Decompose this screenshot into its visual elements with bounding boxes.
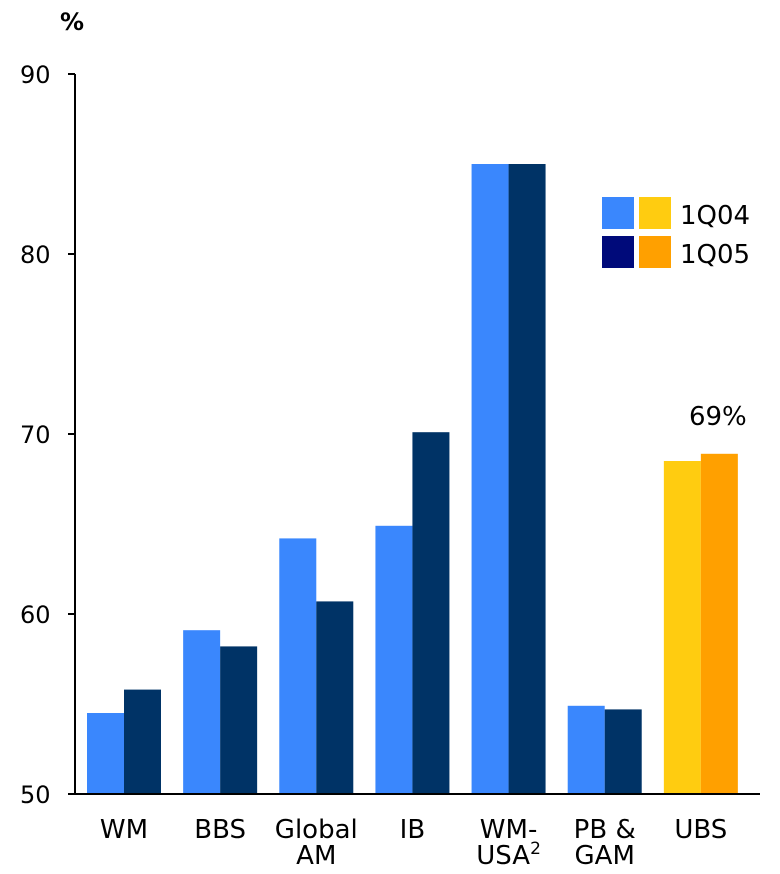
bar-1q04-0 [87,713,124,794]
bar-1q04-5 [567,705,605,794]
bar-1q05-4 [508,164,546,794]
legend: 1Q04 1Q05 [602,197,750,270]
bar-1q04-4 [471,164,509,794]
bar-1q04-3 [375,525,413,794]
legend-label-1q05: 1Q05 [680,240,750,270]
x-tick-label: PB & [574,815,636,845]
x-tick-label: WM- [480,815,538,845]
bar-1q05-6 [700,453,738,794]
legend-swatch-1q04 [602,197,634,229]
bar-1q05-5 [604,709,642,794]
bar-1q05-0 [124,689,161,794]
y-tick-label: 60 [20,601,51,629]
y-tick-label: 50 [20,781,51,809]
bar-1q05-2 [316,601,354,794]
legend-label-1q04: 1Q04 [680,201,750,231]
legend-swatch-1q05 [602,236,634,268]
x-tick-label: BBS [194,815,246,845]
x-tick-label: Global [275,815,358,845]
bars [87,164,738,794]
bar-1q04-6 [663,461,701,794]
x-tick-label: IB [400,815,426,845]
x-tick-label: USA2 [476,839,541,871]
y-axis-unit-label: % [60,8,84,36]
bar-1q05-3 [412,432,450,794]
y-tick-label: 90 [20,61,51,89]
legend-swatch-1q05 [639,236,671,268]
y-axis-ticks: 50 60 70 80 90 [20,61,75,809]
legend-swatch-1q04 [639,197,671,229]
bar-1q04-2 [279,538,317,794]
y-tick-label: 80 [20,241,51,269]
ubs-value-annotation: 69% [689,402,747,432]
footnote-superscript: 2 [530,839,541,859]
bar-1q04-1 [183,630,221,794]
y-tick-label: 70 [20,421,51,449]
x-tick-label: UBS [674,815,727,845]
x-tick-label: WM [100,815,148,845]
x-tick-label: AM [296,841,336,871]
bar-1q05-1 [220,646,258,794]
x-tick-label: GAM [575,841,635,871]
